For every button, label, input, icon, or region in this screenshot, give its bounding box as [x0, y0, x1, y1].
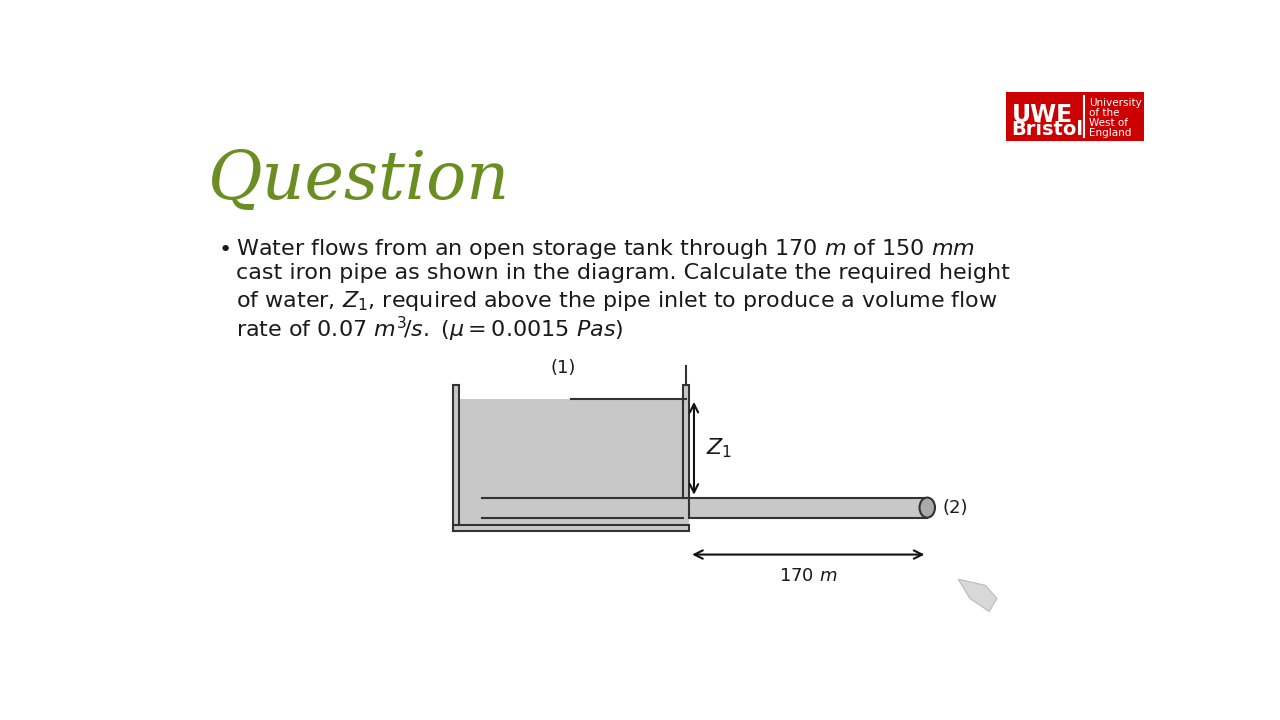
Text: UWE: UWE: [1011, 102, 1073, 127]
Bar: [684, 385, 690, 498]
Text: rate of $0.07\ m^3\!/s.\ (\mu = 0.0015\ Pas)$: rate of $0.07\ m^3\!/s.\ (\mu = 0.0015\ …: [236, 315, 623, 344]
Text: of the: of the: [1089, 108, 1120, 118]
Bar: [460, 399, 690, 526]
Text: Bristol: Bristol: [1011, 120, 1084, 139]
Text: •: •: [218, 240, 232, 260]
Bar: [690, 498, 927, 518]
Text: (1): (1): [550, 359, 576, 377]
Text: $Z_1$: $Z_1$: [705, 436, 732, 460]
Text: Water flows from an open storage tank through $170\ m$ of $150\ mm$: Water flows from an open storage tank th…: [236, 237, 975, 261]
Bar: [453, 526, 690, 531]
Ellipse shape: [919, 498, 934, 518]
Bar: [1006, 91, 1144, 141]
Bar: [453, 385, 460, 531]
Text: cast iron pipe as shown in the diagram. Calculate the required height: cast iron pipe as shown in the diagram. …: [236, 263, 1010, 283]
Text: West of: West of: [1089, 118, 1128, 128]
Text: Question: Question: [209, 148, 511, 213]
Polygon shape: [959, 579, 997, 611]
Text: University: University: [1089, 98, 1142, 108]
Text: of water, $Z_1$, required above the pipe inlet to produce a volume flow: of water, $Z_1$, required above the pipe…: [236, 289, 998, 313]
Text: England: England: [1089, 128, 1132, 138]
Text: (2): (2): [943, 498, 968, 516]
Text: 170 $m$: 170 $m$: [780, 567, 837, 585]
